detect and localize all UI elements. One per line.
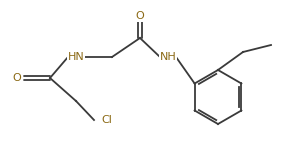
Text: NH: NH bbox=[160, 52, 176, 62]
Text: HN: HN bbox=[68, 52, 84, 62]
Text: O: O bbox=[12, 73, 21, 83]
Text: Cl: Cl bbox=[101, 115, 112, 125]
Text: O: O bbox=[136, 11, 144, 21]
